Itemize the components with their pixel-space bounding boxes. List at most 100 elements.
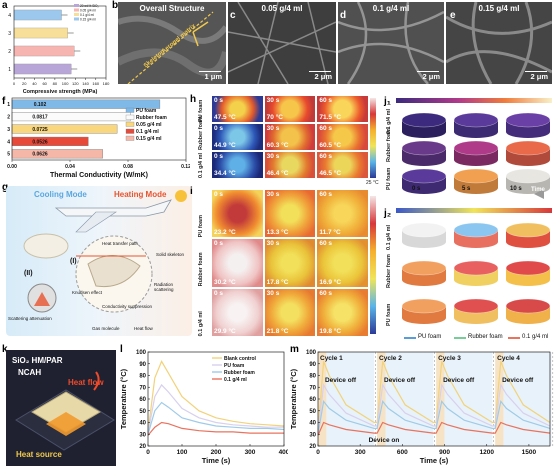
m-series-line-3 bbox=[317, 421, 551, 436]
scale-bar-b bbox=[199, 70, 221, 72]
xtick-a-5: 100 bbox=[62, 81, 69, 86]
m-device-off-3: Device off bbox=[502, 377, 534, 384]
l-series-line-2 bbox=[147, 401, 285, 435]
h-temp-0-2: 71.5 °C bbox=[319, 114, 342, 121]
m-ytick-6: 80 bbox=[309, 374, 316, 380]
m-cycle-label-3: Cycle 4 bbox=[497, 355, 520, 362]
sem-texture-b bbox=[118, 2, 226, 84]
bar-a-1 bbox=[13, 63, 72, 75]
m-ytick-3: 50 bbox=[309, 409, 316, 415]
legend-f-4: 0.15 g/4 ml bbox=[136, 136, 162, 142]
h-time-2-1: 30 s bbox=[266, 153, 280, 160]
m-cycle-label-2: Cycle 3 bbox=[438, 355, 461, 362]
h-thermal-cell-2-1: 30 s 46.4 °C bbox=[264, 152, 316, 178]
xtick-f-3: 0.12 bbox=[181, 164, 190, 170]
m-xtick-3: 900 bbox=[439, 449, 450, 456]
i-thermal-cell-1-0: 0 s 30.2 °C bbox=[212, 239, 263, 287]
j2-cyl-bottom-1-2 bbox=[506, 274, 550, 286]
h-row-label-2: 0.1 g/4 ml bbox=[198, 152, 204, 178]
legend-swatch-f-0 bbox=[125, 107, 135, 113]
h-thermal-cell-0-0: 0 s 47.5 °C bbox=[212, 96, 263, 122]
simulation-heating bbox=[396, 98, 552, 199]
h-time-0-1: 30 s bbox=[266, 97, 280, 104]
i-thermal-cell-2-2: 60 s 19.8 °C bbox=[317, 288, 368, 336]
i-thermal-cell-0-2: 60 s 11.7 °C bbox=[317, 190, 368, 238]
j1-cyl-top-2-2 bbox=[505, 168, 551, 184]
legend-a-2: 0.1 g/4 ml bbox=[80, 13, 94, 17]
j2-legend-rubber-swatch bbox=[454, 337, 466, 339]
panel-label-m: m bbox=[290, 344, 299, 355]
l-ytick-7: 90 bbox=[139, 362, 146, 368]
bar-a-2 bbox=[13, 45, 75, 57]
j1-cyl-top-0-2 bbox=[505, 112, 551, 128]
sem-title-d: 0.1 g/4 ml bbox=[372, 4, 410, 13]
i-thermal-cell-1-1: 30 s 17.8 °C bbox=[264, 239, 316, 287]
device-material-label-2: NCAH bbox=[18, 368, 42, 377]
xtick-a-2: 40 bbox=[32, 81, 37, 86]
m-ytick-2: 40 bbox=[309, 421, 316, 427]
m-cycle-label-1: Cycle 2 bbox=[379, 355, 402, 362]
m-ylabel: Temperature (°C) bbox=[289, 368, 298, 429]
bar-f-4 bbox=[11, 136, 89, 146]
sem-image-overall: Overall Structure Aerogel matrix Skeleto… bbox=[118, 2, 226, 84]
panel-label-d: d bbox=[340, 10, 347, 21]
label-radiation-scattering: Radiation scattering bbox=[154, 282, 174, 292]
scale-bar-e bbox=[525, 70, 547, 72]
legend-swatch-a-3 bbox=[74, 17, 79, 21]
h-thermal-cell-1-1: 30 s 60.3 °C bbox=[264, 124, 316, 150]
thermal-scale-cooling bbox=[370, 196, 376, 334]
label-heat-transfer-path: Heat transfer path bbox=[102, 241, 139, 246]
l-ylabel: Temperature (°C) bbox=[119, 368, 128, 429]
l-ytick-2: 40 bbox=[139, 421, 146, 427]
m-ytick-1: 30 bbox=[309, 432, 316, 438]
i-time-1-2: 60 s bbox=[319, 240, 332, 248]
l-ytick-6: 80 bbox=[139, 374, 146, 380]
heat-flow-label: Heat flow bbox=[68, 378, 104, 387]
scale-bar-d bbox=[417, 70, 439, 72]
j1-cyl-bottom-0-0 bbox=[402, 126, 446, 138]
roman-numeral-1: (I) bbox=[70, 258, 77, 265]
i-time-0-0: 0 s bbox=[214, 191, 224, 198]
simulation-cooling bbox=[396, 208, 552, 324]
roman-numeral-2: (II) bbox=[24, 270, 33, 277]
i-temp-0-1: 13.3 °C bbox=[266, 229, 289, 237]
i-thermal-cell-2-1: 30 s 21.8 °C bbox=[264, 288, 316, 336]
j1-cyl-top-2-0 bbox=[401, 168, 447, 184]
j2-legend: PU foam Rubber foam 0.1 g/4 ml bbox=[404, 334, 554, 344]
i-row-label-1: Rubber foam bbox=[198, 252, 204, 287]
ytick-a-4: 4 bbox=[8, 13, 11, 19]
thermal-grid-cooling: PU foam 0 s 23.2 °C 30 s 13.3 °C 60 s 11.7 °C R… bbox=[198, 190, 370, 338]
j1-cyl-top-1-1 bbox=[453, 140, 499, 156]
h-temp-0-1: 70 °C bbox=[266, 114, 283, 121]
label-conductivity-suppression: Conductivity suppression bbox=[102, 304, 153, 309]
h-thermal-cell-0-1: 30 s 70 °C bbox=[264, 96, 316, 122]
j2-cyl-bottom-2-0 bbox=[402, 312, 446, 324]
l-xlabel: Time (s) bbox=[202, 456, 231, 465]
h-temp-2-0: 34.4 °C bbox=[214, 170, 236, 177]
panel-label-g: g bbox=[2, 182, 9, 193]
j1-time-0: 0 s bbox=[412, 186, 421, 192]
data-label-f-4: 0.0526 bbox=[32, 139, 48, 145]
i-time-2-2: 60 s bbox=[319, 289, 332, 297]
h-time-0-2: 60 s bbox=[319, 97, 332, 104]
j1-cyl-bottom-0-1 bbox=[454, 126, 498, 138]
l-xtick-2: 200 bbox=[211, 449, 222, 456]
m-xtick-5: 1500 bbox=[522, 449, 537, 456]
device-photo: SiO₂ HM/PAR NCAH Heat flow Heat source bbox=[6, 350, 116, 466]
j2-cyl-bottom-2-2 bbox=[506, 312, 550, 324]
l-series-line-3 bbox=[147, 421, 284, 436]
j1-time-5: 5 s bbox=[462, 186, 471, 192]
l-series-line-0 bbox=[147, 360, 285, 432]
ytick-f-3: 3 bbox=[7, 127, 10, 133]
bar-a-4 bbox=[13, 9, 62, 21]
i-time-2-0: 0 s bbox=[214, 289, 224, 297]
legend-a-1: 0.05 g/4 ml bbox=[80, 9, 96, 13]
m-ytick-5: 70 bbox=[309, 385, 316, 391]
h-temp-2-2: 46.5 °C bbox=[319, 170, 342, 177]
j1-cyl-bottom-0-2 bbox=[506, 126, 550, 138]
data-label-f-1: 0.102 bbox=[34, 102, 47, 108]
j1-cyl-top-2-1 bbox=[453, 168, 499, 184]
legend-swatch-f-4 bbox=[125, 135, 135, 141]
h-temp-1-1: 60.3 °C bbox=[266, 142, 289, 149]
